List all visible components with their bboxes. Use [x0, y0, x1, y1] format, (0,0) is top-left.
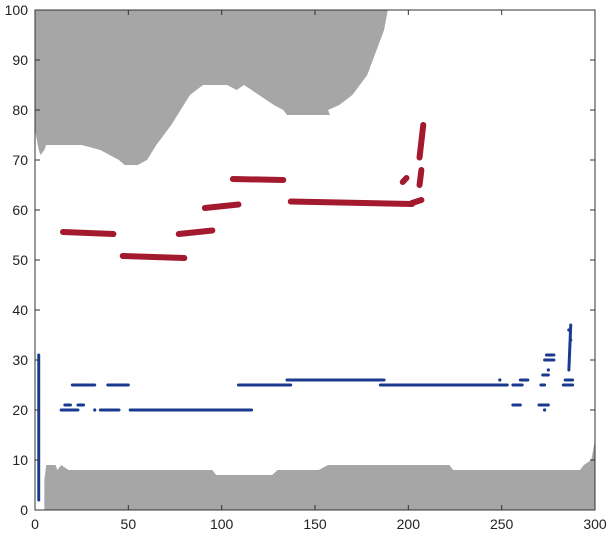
- series-1-segment: [399, 175, 410, 185]
- y-tick-label: 70: [12, 152, 28, 168]
- series-1-segment: [416, 122, 427, 161]
- y-tick-label: 90: [12, 52, 28, 68]
- shaded-region-2: [44, 440, 595, 510]
- y-tick-label: 40: [12, 302, 28, 318]
- series-1-segment: [201, 201, 242, 211]
- series-2-point: [543, 408, 547, 412]
- series-1-segment: [416, 167, 425, 188]
- series-1-segment: [287, 198, 416, 207]
- series-1-segment: [229, 176, 287, 183]
- series-2: [37, 323, 575, 502]
- y-tick-label: 80: [12, 102, 28, 118]
- series-2-segment: [567, 323, 573, 372]
- series-1: [60, 122, 427, 261]
- y-axis: 0 10 20 30 40 50 60 70 80 90 100: [5, 2, 595, 518]
- x-axis: 0 50 100 150 200 250 300: [31, 10, 607, 532]
- series-2-point: [93, 408, 97, 412]
- series-2-point: [569, 338, 573, 342]
- y-tick-label: 100: [5, 2, 29, 18]
- x-tick-label: 50: [121, 516, 137, 532]
- background-regions: [35, 10, 595, 510]
- x-tick-label: 100: [210, 516, 234, 532]
- y-tick-label: 30: [12, 352, 28, 368]
- x-tick-label: 200: [397, 516, 421, 532]
- x-tick-label: 0: [31, 516, 39, 532]
- series-2-point: [567, 328, 571, 332]
- series-1-segment: [119, 253, 188, 261]
- shaded-region-1: [35, 10, 388, 165]
- series-1-segment: [409, 197, 425, 206]
- y-tick-label: 20: [12, 402, 28, 418]
- x-tick-label: 300: [583, 516, 607, 532]
- series-1-segment: [60, 229, 117, 237]
- series-1-segment: [175, 227, 216, 237]
- y-tick-label: 0: [20, 502, 28, 518]
- series-2-point: [546, 368, 550, 372]
- series-group: [37, 122, 575, 502]
- x-tick-label: 250: [490, 516, 514, 532]
- y-tick-label: 10: [12, 452, 28, 468]
- series-2-point: [498, 378, 502, 382]
- y-tick-label: 50: [12, 252, 28, 268]
- y-tick-label: 60: [12, 202, 28, 218]
- x-tick-label: 150: [303, 516, 327, 532]
